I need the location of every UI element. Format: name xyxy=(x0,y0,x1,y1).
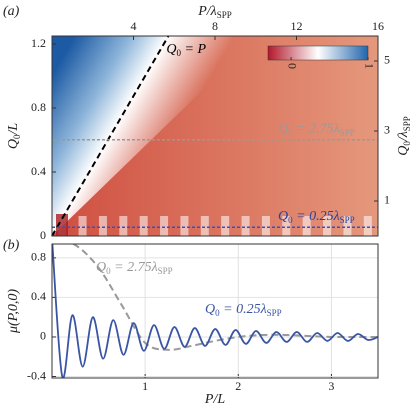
legend-label-part: SPP xyxy=(158,266,173,276)
annotation-part: 0 xyxy=(288,128,293,138)
legend-label-part: 0 xyxy=(215,308,220,318)
x-axis-title: P/L xyxy=(204,392,225,407)
y2-axis-title-part: 0 xyxy=(402,141,412,146)
y-tick-label: 0.4 xyxy=(31,164,46,178)
annotation: Q0 = 0.25λSPP xyxy=(278,209,355,225)
legend-label-part: Q xyxy=(205,302,215,317)
panel-label: (b) xyxy=(3,238,20,253)
annotation: Q0 = P xyxy=(166,42,206,58)
heatmap-stripe xyxy=(261,216,270,236)
colorbar-tick-label: 0 xyxy=(285,63,299,69)
heatmap-stripe xyxy=(221,216,230,236)
y-tick-label: -0.4 xyxy=(27,368,46,382)
y-axis-title: μ(P,0,0) xyxy=(6,289,21,334)
y2-axis-title: Q0/λSPP xyxy=(396,116,412,156)
y2-tick-label: 1 xyxy=(384,193,390,207)
y-tick-label: 0 xyxy=(40,329,46,343)
annotation-part: = P xyxy=(181,42,206,57)
legend-label-part: = 2.75λ xyxy=(111,260,158,275)
y2-tick-label: 3 xyxy=(384,123,390,137)
y2-tick-label: 5 xyxy=(384,53,390,67)
reference-line xyxy=(51,35,170,237)
y-tick-label: 0.4 xyxy=(31,289,46,303)
colorbar-tick-label: 1 xyxy=(362,63,376,69)
x-axis-title-part: P/L xyxy=(204,392,225,407)
y-axis-title-part: 0 xyxy=(12,134,22,139)
annotation: Q0 = 2.75λSPP xyxy=(278,122,355,138)
legend-label: Q0 = 2.75λSPP xyxy=(96,260,173,276)
y2-axis-title-part: /λ xyxy=(396,131,411,142)
annotation-part: Q xyxy=(278,122,288,137)
heatmap-stripe xyxy=(302,216,311,236)
x-axis-title-part: P/λ xyxy=(197,4,217,19)
heatmap-stripe xyxy=(180,216,189,236)
x-tick-label: 1 xyxy=(142,379,148,393)
x-axis-title: P/λSPP xyxy=(197,4,232,20)
heatmap-stripe xyxy=(119,216,128,236)
annotation-part: 0 xyxy=(288,215,293,225)
y2-axis-title-part: Q xyxy=(396,146,411,156)
y-axis-title-part: μ(P,0,0) xyxy=(6,289,21,334)
x-tick-label: 3 xyxy=(328,379,334,393)
x-tick-label: 8 xyxy=(212,19,218,33)
heatmap-stripe xyxy=(343,216,352,236)
heatmap-stripe xyxy=(56,214,68,236)
y-tick-label: 0.8 xyxy=(31,100,46,114)
legend-label-part: 0 xyxy=(106,266,111,276)
y-tick-label: 0.8 xyxy=(31,250,46,264)
legend-label: Q0 = 0.25λSPP xyxy=(205,302,282,318)
heatmap-region xyxy=(52,36,259,236)
heatmap-stripe xyxy=(282,216,291,236)
heatmap-stripe xyxy=(78,216,87,236)
panel-label: (a) xyxy=(3,4,20,19)
annotation-part: 0 xyxy=(177,48,182,58)
heatmap-stripe xyxy=(323,216,332,236)
line-series xyxy=(71,244,378,351)
y-axis-title-part: Q xyxy=(6,139,21,149)
x-tick-label: 16 xyxy=(372,19,384,33)
heatmap-stripe xyxy=(363,216,372,236)
plot-frame xyxy=(51,243,379,379)
annotation-part: = 0.25λ xyxy=(293,209,340,224)
legend-label-part: SPP xyxy=(267,308,282,318)
annotation-part: Q xyxy=(166,42,176,57)
heatmap-stripe xyxy=(98,216,107,236)
y-tick-label: 0 xyxy=(40,228,46,242)
heatmap-stripe xyxy=(241,216,250,236)
y-tick-label: 1.2 xyxy=(31,36,46,50)
annotation-part: Q xyxy=(278,209,288,224)
x-tick-label: 4 xyxy=(131,19,137,33)
annotation-part: SPP xyxy=(340,215,355,225)
annotation-part: = 2.75λ xyxy=(293,122,340,137)
x-tick-label: 2 xyxy=(235,379,241,393)
y2-axis-title-part: SPP xyxy=(402,116,412,131)
y-axis-title-part: /L xyxy=(6,123,21,136)
x-axis-title-part: SPP xyxy=(217,10,232,20)
colorbar xyxy=(267,45,369,61)
line-series xyxy=(52,244,378,378)
legend-label-part: Q xyxy=(96,260,106,275)
x-tick-label: 12 xyxy=(291,19,303,33)
heatmap-stripe xyxy=(160,216,169,236)
y-axis-title: Q0/L xyxy=(6,123,22,150)
heatmap-stripe xyxy=(139,216,148,236)
annotation-part: SPP xyxy=(340,128,355,138)
legend-label-part: = 0.25λ xyxy=(220,302,267,317)
heatmap-stripe xyxy=(200,216,209,236)
